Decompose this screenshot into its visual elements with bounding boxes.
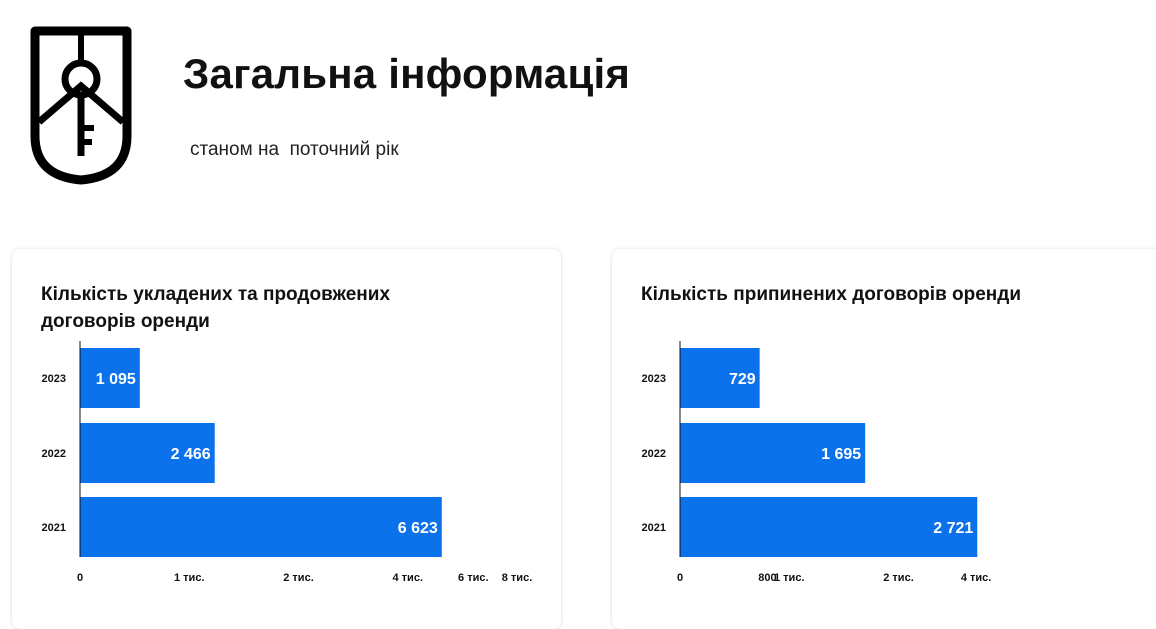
x-tick-label-4: 4 тис. — [961, 572, 992, 584]
category-label-2023: 2023 — [642, 373, 666, 385]
page-subtitle: станом на поточний рік — [190, 139, 399, 160]
data-label-2022: 2 466 — [171, 446, 211, 463]
x-tick-label-4: 6 тис. — [458, 572, 489, 584]
category-label-2023: 2023 — [42, 373, 66, 385]
bar-2022 — [680, 423, 866, 483]
chart-card-concluded-contracts: Кількість укладених та продовжених догов… — [12, 249, 561, 629]
x-tick-label-0: 0 — [77, 572, 83, 584]
category-label-2021: 2021 — [42, 522, 66, 534]
data-label-2021: 2 721 — [933, 520, 973, 537]
chart-title-terminated: Кількість припинених договорів оренди — [641, 284, 1022, 305]
bar-2023 — [80, 348, 140, 408]
category-label-2021: 2021 — [642, 522, 666, 534]
data-label-2022: 1 695 — [821, 446, 861, 463]
chart-card-terminated-contracts: Кількість припинених договорів оренди 72… — [612, 249, 1156, 629]
data-label-2021: 6 623 — [398, 520, 438, 537]
data-label-2023: 1 095 — [96, 371, 136, 388]
shield-key-logo-icon — [30, 26, 132, 185]
x-tick-label-3: 4 тис. — [393, 572, 424, 584]
data-label-2023: 729 — [729, 371, 756, 388]
x-tick-label-2: 1 тис. — [774, 572, 805, 584]
bar-chart-concluded: 1 095 2023 2 466 2022 6 623 2021 0 1 тис. 2 тис.… — [42, 341, 533, 584]
x-tick-label-2: 2 тис. — [283, 572, 314, 584]
page-title: Загальна інформація — [183, 50, 631, 97]
x-tick-label-1: 1 тис. — [174, 572, 205, 584]
bar-2022 — [80, 423, 215, 483]
bar-2021 — [680, 497, 978, 557]
x-tick-label-0: 0 — [677, 572, 683, 584]
bar-2023 — [680, 348, 760, 408]
bar-2021 — [80, 497, 442, 557]
x-tick-label-1: 800 — [758, 572, 776, 584]
chart-title-concluded: Кількість укладених та продовжених догов… — [41, 284, 391, 332]
x-tick-label-3: 2 тис. — [883, 572, 914, 584]
x-tick-label-5: 8 тис. — [502, 572, 533, 584]
category-label-2022: 2022 — [642, 448, 666, 460]
category-label-2022: 2022 — [42, 448, 66, 460]
